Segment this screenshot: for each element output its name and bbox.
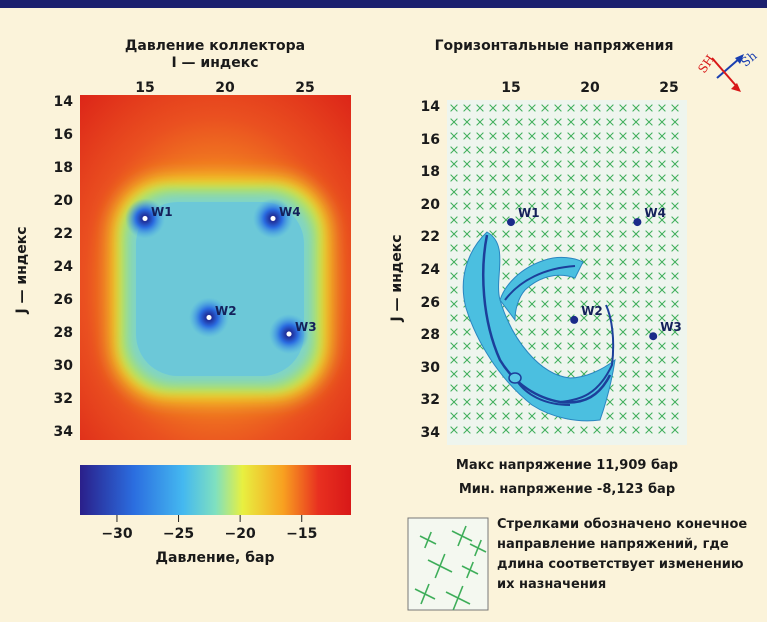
x-tick-label: 20 — [215, 80, 235, 96]
stress-direction-compass — [711, 54, 744, 92]
well-label: W1 — [151, 204, 173, 219]
y-tick-label: 30 — [420, 359, 440, 376]
fracture-zone — [462, 231, 616, 422]
y-tick-label: 24 — [53, 259, 73, 275]
left-well-markers — [125, 198, 309, 354]
y-tick-label: 18 — [53, 160, 73, 176]
y-tick-label: 22 — [53, 226, 73, 242]
y-tick-label: 16 — [53, 127, 73, 143]
y-tick-label: 24 — [420, 262, 440, 278]
y-tick-label: 26 — [53, 292, 73, 308]
y-tick-label: 34 — [420, 425, 440, 441]
top-bar — [0, 0, 767, 8]
well-dot — [206, 315, 212, 320]
right-well-markers — [507, 218, 658, 341]
well-label: W4 — [279, 204, 301, 219]
max-stress: Макс напряжение 11,909 бар — [455, 458, 679, 473]
y-tick-label: 26 — [420, 294, 440, 311]
colorbar-tick-label: −15 — [286, 526, 318, 542]
colorbar — [80, 465, 351, 515]
colorbar-tick-label: −30 — [101, 526, 133, 542]
well-dot — [286, 331, 292, 337]
y-tick-label: 32 — [420, 392, 440, 409]
y-tick-label: 20 — [53, 193, 73, 209]
min-stress: Мин. напряжение -8,123 бар — [458, 482, 676, 497]
y-tick-label: 28 — [420, 327, 440, 344]
colorbar-tick-label: −20 — [224, 526, 256, 542]
left-title: Давление коллектора — [124, 38, 306, 54]
well-dot — [142, 216, 148, 221]
x-tick-label: 20 — [580, 80, 600, 96]
y-tick-label: 20 — [420, 196, 440, 213]
well-dot — [270, 216, 276, 221]
well-label: W2 — [215, 303, 237, 318]
x-tick-label: 15 — [135, 80, 155, 96]
well-label: W1 — [518, 206, 540, 221]
well-label: W2 — [581, 303, 603, 318]
well-dot — [570, 315, 579, 324]
well-label: W3 — [295, 320, 317, 334]
y-tick-label: 32 — [53, 391, 73, 407]
well-label: W4 — [644, 206, 666, 221]
legend-sample-box — [407, 517, 489, 611]
colorbar-tick-label: −25 — [162, 526, 195, 542]
y-tick-label: 14 — [53, 94, 73, 110]
legend-note: Стрелками обозначено конечное направлени… — [497, 517, 748, 592]
y-tick-label: 34 — [53, 424, 73, 440]
pressure-heatmap — [80, 95, 351, 440]
well-dot — [633, 218, 642, 227]
y-tick-label: 16 — [420, 131, 440, 148]
colorbar-label: Давление, бар — [155, 550, 275, 566]
y-tick-label: 30 — [53, 358, 73, 374]
colorbar-tick-marks — [116, 515, 303, 522]
x-tick-label: 15 — [501, 80, 521, 96]
right-title: Горизонтальные напряжения — [434, 38, 674, 54]
y-tick-label: 18 — [420, 164, 440, 181]
x-tick-label: 25 — [659, 80, 679, 96]
left-subtitle: I — индекс — [171, 55, 259, 71]
y-tick-label: 22 — [420, 229, 440, 246]
well-dot — [649, 332, 658, 341]
well-label: W3 — [660, 320, 682, 335]
y-tick-label: 14 — [420, 99, 440, 115]
well-dot — [507, 218, 515, 227]
y-tick-label: 28 — [53, 325, 73, 341]
x-tick-label: 25 — [295, 80, 315, 96]
